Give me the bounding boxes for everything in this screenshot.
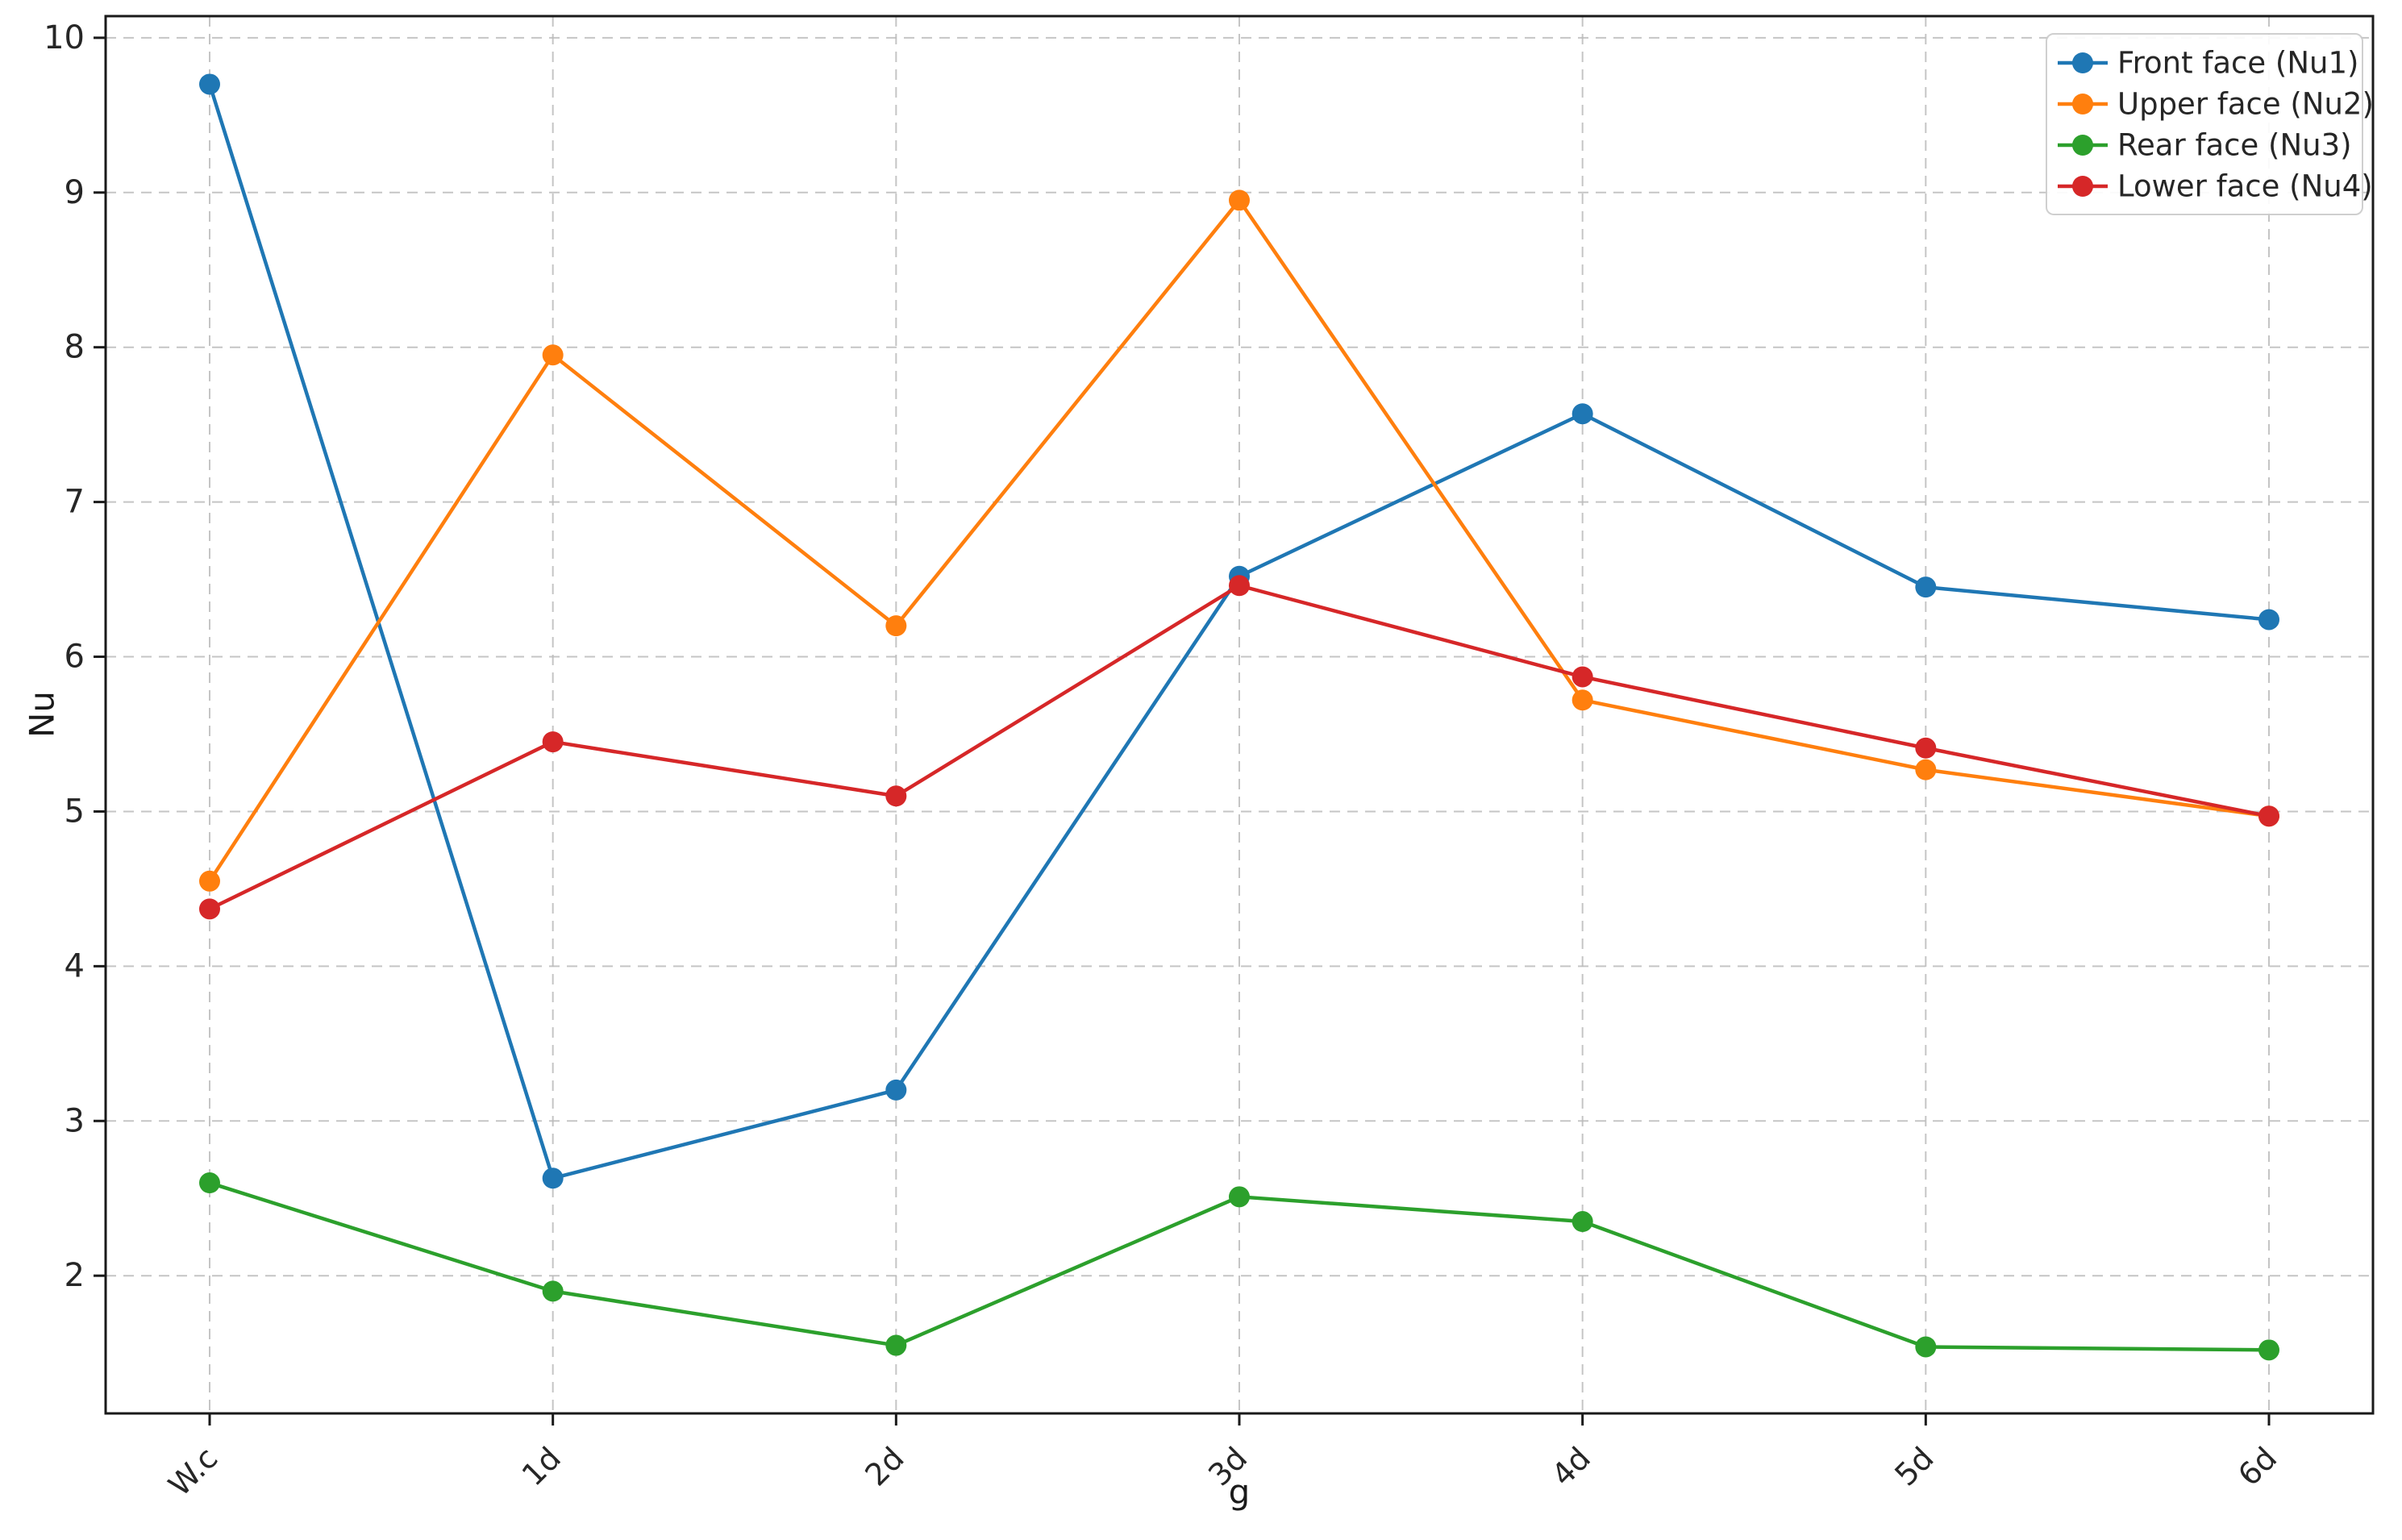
data-point bbox=[199, 898, 220, 920]
data-point bbox=[542, 1167, 564, 1189]
y-tick-label: 6 bbox=[65, 639, 85, 676]
data-point bbox=[2258, 1339, 2279, 1361]
data-point bbox=[2258, 805, 2279, 827]
data-point bbox=[1229, 189, 1250, 211]
legend-entry-label: Rear face (Nu3) bbox=[2117, 128, 2352, 163]
legend-marker-dot bbox=[2072, 52, 2093, 73]
y-tick-label: 8 bbox=[65, 329, 85, 366]
data-point bbox=[1571, 1211, 1593, 1233]
y-tick-label: 4 bbox=[65, 947, 85, 984]
y-tick-label: 9 bbox=[65, 174, 85, 211]
y-tick-label: 2 bbox=[65, 1257, 85, 1294]
data-point bbox=[885, 1079, 907, 1101]
data-point bbox=[1571, 403, 1593, 425]
data-point bbox=[1915, 759, 1937, 780]
legend-marker-dot bbox=[2072, 176, 2093, 197]
legend-entry-label: Front face (Nu1) bbox=[2117, 46, 2358, 81]
legend-marker-dot bbox=[2072, 135, 2093, 156]
data-point bbox=[542, 344, 564, 366]
data-point bbox=[1571, 689, 1593, 711]
data-point bbox=[1229, 1186, 1250, 1208]
legend-marker-dot bbox=[2072, 94, 2093, 114]
y-tick-label: 3 bbox=[65, 1102, 85, 1139]
data-point bbox=[542, 731, 564, 753]
data-point bbox=[885, 785, 907, 807]
data-point bbox=[199, 73, 220, 95]
data-point bbox=[199, 1172, 220, 1194]
legend-box bbox=[2046, 33, 2363, 215]
y-axis-label: Nu bbox=[22, 690, 62, 739]
legend-entry-label: Upper face (Nu2) bbox=[2117, 87, 2374, 122]
legend-entry-label: Lower face (Nu4) bbox=[2117, 169, 2373, 204]
y-tick-label: 5 bbox=[65, 793, 85, 830]
y-tick-label: 7 bbox=[65, 484, 85, 521]
data-point bbox=[1915, 1336, 1937, 1358]
data-point bbox=[199, 870, 220, 892]
data-point bbox=[885, 615, 907, 637]
x-axis-label: g bbox=[1228, 1472, 1251, 1512]
data-point bbox=[1915, 737, 1937, 759]
data-point bbox=[1915, 576, 1937, 598]
y-tick-label: 10 bbox=[44, 19, 85, 56]
data-point bbox=[2258, 609, 2279, 631]
data-point bbox=[1571, 666, 1593, 688]
data-point bbox=[885, 1334, 907, 1356]
data-point bbox=[1229, 575, 1250, 597]
data-point bbox=[542, 1280, 564, 1302]
